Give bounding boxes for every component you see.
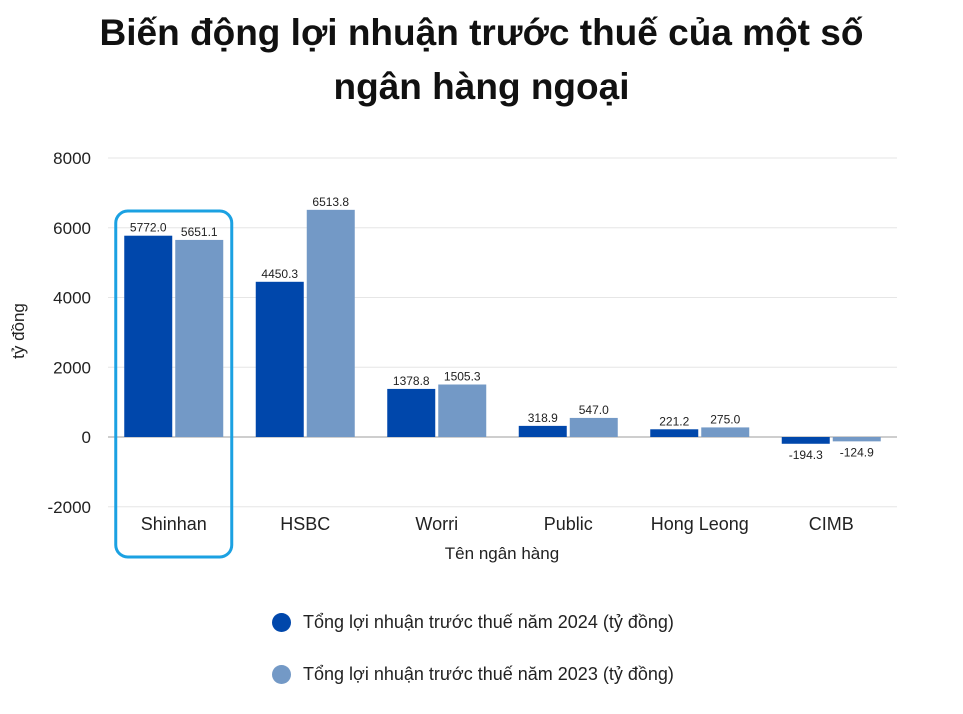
- chart-title-line-2: ngân hàng ngoại: [333, 66, 630, 107]
- data-label: 221.2: [659, 414, 689, 428]
- bar-cimb-2023[interactable]: [832, 437, 881, 442]
- data-label: 1505.3: [444, 370, 481, 384]
- legend-label-2024: Tổng lợi nhuận trước thuế năm 2024 (tỷ đ…: [303, 611, 674, 632]
- x-axis-categories: Shinhan HSBC Worri Public Hong Leong CIMB: [141, 514, 854, 534]
- bar-shinhan-2023[interactable]: [175, 239, 224, 437]
- bar-worri-2023[interactable]: [438, 384, 487, 437]
- legend-item-2023[interactable]: Tổng lợi nhuận trước thuế năm 2023 (tỷ đ…: [272, 648, 674, 700]
- y-tick-label: -2000: [48, 498, 91, 517]
- legend-label-2023: Tổng lợi nhuận trước thuế năm 2023 (tỷ đ…: [303, 663, 674, 684]
- y-tick-label: 4000: [53, 289, 91, 308]
- x-axis-label: Tên ngân hàng: [445, 544, 559, 563]
- y-tick-label: 0: [82, 428, 91, 447]
- gridlines: [108, 157, 897, 508]
- bar-hong-leong-2024[interactable]: [650, 429, 699, 437]
- y-axis-label: tỷ đồng: [9, 303, 28, 359]
- data-labels: 5772.0 5651.1 4450.3 6513.8 1378.8 1505.3 318.…: [130, 195, 874, 462]
- y-axis-ticks: 8000 6000 4000 2000 0 -2000: [48, 149, 91, 517]
- data-label: 318.9: [528, 411, 558, 425]
- data-label: 5651.1: [181, 225, 218, 239]
- bar-shinhan-2024[interactable]: [124, 235, 173, 437]
- data-label: 547.0: [579, 403, 609, 417]
- chart-title: Biến động lợi nhuận trước thuế của một s…: [0, 6, 963, 114]
- legend-swatch-2023: [272, 664, 291, 684]
- bar-public-2023[interactable]: [569, 417, 618, 437]
- chart-title-line-1: Biến động lợi nhuận trước thuế của một s…: [99, 12, 864, 53]
- data-label: 275.0: [710, 412, 740, 426]
- data-label: 1378.8: [393, 374, 430, 388]
- category-label: Hong Leong: [651, 514, 749, 534]
- data-label: -124.9: [840, 445, 874, 459]
- y-tick-label: 6000: [53, 219, 91, 238]
- bar-hsbc-2024[interactable]: [255, 281, 304, 437]
- data-label: -194.3: [789, 448, 823, 462]
- data-label: 5772.0: [130, 221, 167, 235]
- y-tick-label: 8000: [53, 149, 91, 168]
- legend: Tổng lợi nhuận trước thuế năm 2024 (tỷ đ…: [272, 596, 674, 700]
- data-label: 4450.3: [261, 267, 298, 281]
- bar-worri-2024[interactable]: [387, 388, 436, 437]
- category-label: Shinhan: [141, 514, 207, 534]
- bar-public-2024[interactable]: [518, 425, 567, 437]
- bar-hong-leong-2023[interactable]: [701, 427, 750, 437]
- legend-swatch-2024: [272, 612, 291, 632]
- category-label: CIMB: [809, 514, 854, 534]
- legend-item-2024[interactable]: Tổng lợi nhuận trước thuế năm 2024 (tỷ đ…: [272, 596, 674, 648]
- bars: [124, 209, 881, 444]
- y-tick-label: 2000: [53, 358, 91, 377]
- bar-cimb-2024[interactable]: [781, 437, 830, 444]
- category-label: Worri: [415, 514, 458, 534]
- highlight-box: [114, 209, 234, 559]
- category-label: HSBC: [280, 514, 330, 534]
- bar-hsbc-2023[interactable]: [306, 209, 355, 437]
- data-label: 6513.8: [312, 195, 349, 209]
- category-label: Public: [544, 514, 593, 534]
